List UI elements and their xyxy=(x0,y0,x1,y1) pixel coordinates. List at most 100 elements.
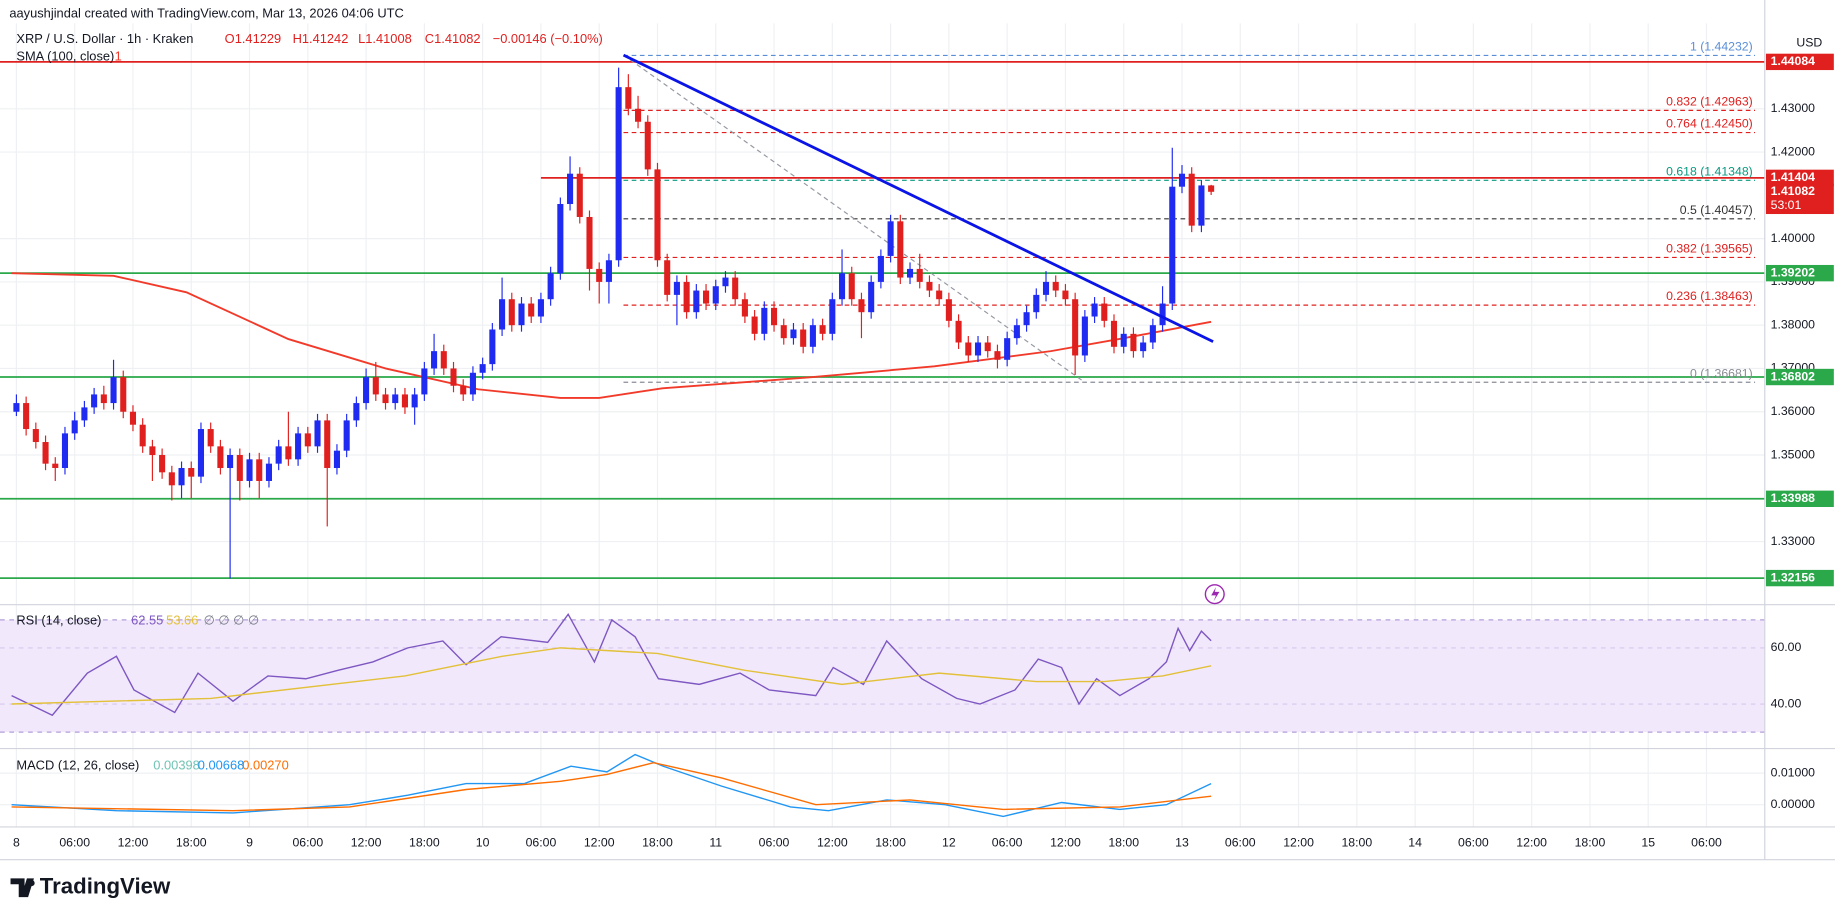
candle-body xyxy=(382,394,389,404)
x-tick-label: 18:00 xyxy=(409,836,440,850)
candle-body xyxy=(761,307,768,334)
candle-body xyxy=(1198,185,1205,226)
x-tick-label: 14 xyxy=(1408,836,1422,850)
candle-body xyxy=(809,325,816,347)
candle-body xyxy=(1110,320,1118,347)
candle-body xyxy=(343,420,350,451)
candle-body xyxy=(703,290,710,304)
y-tick-label: 1.33000 xyxy=(1771,534,1816,548)
candle-body xyxy=(100,394,107,404)
ohlc-value: L1.41008 xyxy=(358,31,412,46)
candle-body xyxy=(401,394,408,408)
fib-level-label: 1 (1.44232) xyxy=(1690,40,1753,54)
candle-body xyxy=(965,342,972,356)
candle-body xyxy=(868,281,875,313)
candle-body xyxy=(887,221,894,256)
x-tick-label: 12:00 xyxy=(817,836,848,850)
x-tick-label: 12:00 xyxy=(584,836,615,850)
candle-body xyxy=(431,351,438,369)
candle-body xyxy=(499,299,506,330)
y-tick-label: 1.40000 xyxy=(1771,231,1816,245)
indicator-line xyxy=(11,762,1212,812)
candle-body xyxy=(994,351,1001,360)
candle-body xyxy=(1130,333,1137,352)
fib-level-label: 0.764 (1.42450) xyxy=(1666,117,1753,131)
candle-body xyxy=(460,385,467,395)
candle-body xyxy=(518,303,525,326)
candle-body xyxy=(605,260,612,282)
fib-level-label: 0.618 (1.41348) xyxy=(1666,164,1753,178)
macd-title: MACD (12, 26, close) xyxy=(16,758,139,773)
candle-body xyxy=(275,446,282,464)
candle-body xyxy=(479,364,486,373)
event-icon[interactable] xyxy=(1204,584,1225,605)
candle-body xyxy=(52,463,59,468)
candle-body xyxy=(353,403,360,421)
x-tick-label: 18:00 xyxy=(875,836,906,850)
indicator-extra: ∅ ∅ ∅ ∅ xyxy=(204,612,260,627)
indicator-line xyxy=(11,612,1212,717)
level-price-label: 1.44084 xyxy=(1771,54,1816,68)
candle-body xyxy=(557,203,564,274)
candle-body xyxy=(188,467,195,477)
x-tick-label: 12 xyxy=(942,836,956,850)
logo-mark xyxy=(10,878,34,898)
level-price-label: 1.41404 xyxy=(1771,170,1816,184)
x-tick-label: 13 xyxy=(1175,836,1189,850)
candle-body xyxy=(780,325,787,339)
candle-body xyxy=(838,273,846,300)
candle-body xyxy=(683,281,690,313)
candle-body xyxy=(1033,294,1040,313)
candle-body xyxy=(42,442,49,464)
indicator-value: 53.66 xyxy=(166,612,198,627)
candle-body xyxy=(139,424,146,447)
x-tick-label: 18:00 xyxy=(176,836,207,850)
x-tick-label: 06:00 xyxy=(1225,836,1256,850)
candle-body xyxy=(1023,312,1030,326)
footer-brand: TradingView xyxy=(40,874,171,899)
x-tick-label: 06:00 xyxy=(1458,836,1489,850)
candle-body xyxy=(489,329,496,365)
candle-body xyxy=(916,268,923,282)
y-tick-label: 60.00 xyxy=(1771,640,1802,654)
currency-label: USD xyxy=(1796,36,1822,50)
candle-body xyxy=(149,446,156,456)
indicator-value: 0.00668 xyxy=(198,758,244,773)
x-tick-label: 9 xyxy=(246,836,253,850)
candle-body xyxy=(800,329,807,347)
candle-body xyxy=(567,173,574,204)
candle-body xyxy=(1169,186,1176,304)
level-price-box xyxy=(1765,53,1834,71)
candle-body xyxy=(304,433,311,447)
candle-body xyxy=(265,463,272,481)
candle-body xyxy=(421,368,428,395)
candle-body xyxy=(770,307,778,326)
candle-body xyxy=(1178,173,1186,187)
x-tick-label: 15 xyxy=(1641,836,1655,850)
x-tick-label: 11 xyxy=(709,836,722,850)
candle-body xyxy=(537,299,544,317)
candle-body xyxy=(159,455,166,473)
x-tick-label: 8 xyxy=(13,836,20,850)
level-price-label: 1.32156 xyxy=(1771,570,1816,584)
level-price-box xyxy=(1765,368,1834,386)
candle-body xyxy=(528,303,535,317)
footer-logo xyxy=(10,878,35,898)
candle-body xyxy=(120,377,127,412)
candle-body xyxy=(926,281,933,291)
candle-body xyxy=(440,351,447,369)
candle-body xyxy=(246,459,253,481)
candle-body xyxy=(110,377,117,404)
candle-body xyxy=(819,325,826,334)
candle-body xyxy=(91,394,98,408)
candle-body xyxy=(168,472,175,486)
candle-body xyxy=(897,221,904,278)
candle-body xyxy=(936,290,943,300)
level-price-label: 1.39202 xyxy=(1771,265,1816,279)
x-tick-label: 06:00 xyxy=(759,836,790,850)
marks-layer: 1 (1.44232) 0.832 (1.42963) 0.764 (1.42450… xyxy=(11,40,1753,818)
y-tick-label: 1.35000 xyxy=(1771,447,1816,461)
candle-body xyxy=(227,455,234,468)
